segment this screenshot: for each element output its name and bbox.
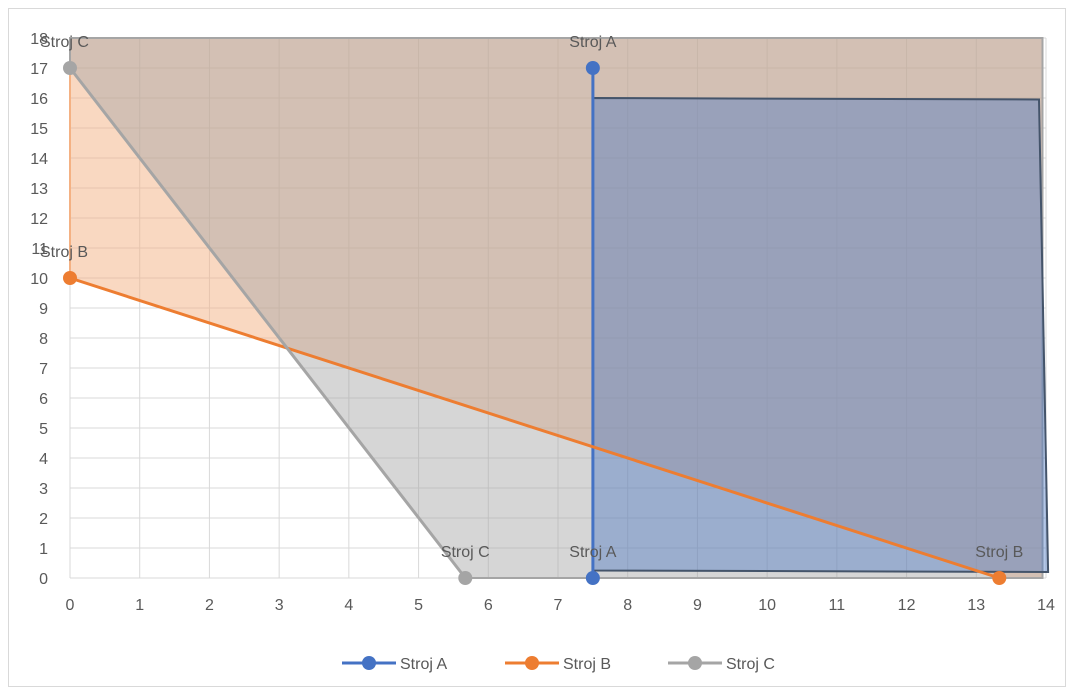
- x-tick-label-3: 3: [275, 597, 284, 614]
- y-tick-label-7: 7: [39, 361, 48, 378]
- legend-marker-stroj-c: [688, 656, 702, 670]
- point-label-stroj-a-0: Stroj A: [569, 34, 616, 51]
- y-tick-label-16: 16: [30, 91, 48, 108]
- series-line-stroj-b: [69, 276, 1000, 580]
- y-tick-label-9: 9: [39, 301, 48, 318]
- y-tick-label-10: 10: [30, 271, 48, 288]
- legend-marker-stroj-b: [525, 656, 539, 670]
- x-tick-label-0: 0: [66, 597, 75, 614]
- x-tick-label-5: 5: [414, 597, 423, 614]
- axis-ticks: 0 1 2 3 4 5 6 7 8 9 10 11 12 13 1401234567891011121314…: [30, 31, 1055, 614]
- y-tick-label-1: 1: [39, 541, 48, 558]
- x-tick-label-7: 7: [554, 597, 563, 614]
- y-tick-label-11: 11: [31, 241, 48, 258]
- x-tick-label-4: 4: [344, 597, 353, 614]
- x-tick-label-2: 2: [205, 597, 214, 614]
- y-tick-label-12: 12: [30, 211, 48, 228]
- y-tick-label-5: 5: [39, 421, 48, 438]
- point-stroj-c-1: [458, 571, 473, 585]
- point-label-stroj-c-0: Stroj C: [40, 34, 89, 51]
- x-tick-label-10: 10: [758, 597, 776, 614]
- legend: Stroj A Stroj B Stroj C: [342, 656, 775, 673]
- x-tick-label-13: 13: [967, 597, 985, 614]
- point-label-stroj-a-1: Stroj A: [569, 544, 616, 561]
- y-tick-label-6: 6: [39, 391, 48, 408]
- series-points: [63, 61, 1007, 585]
- y-tick-label-15: 15: [30, 121, 48, 138]
- y-tick-label-0: 0: [39, 571, 48, 588]
- point-label-stroj-b-1: Stroj B: [975, 544, 1023, 561]
- x-tick-label-11: 11: [829, 597, 846, 614]
- legend-label-stroj-a: Stroj A: [400, 656, 447, 673]
- x-tick-label-14: 14: [1037, 597, 1055, 614]
- series-line-stroj-c: [68, 67, 467, 579]
- series-lines: [68, 67, 1000, 580]
- x-tick-label-1: 1: [135, 597, 144, 614]
- x-tick-label-6: 6: [484, 597, 493, 614]
- point-stroj-b-1: [992, 571, 1007, 585]
- y-tick-label-8: 8: [39, 331, 48, 348]
- y-tick-label-2: 2: [39, 511, 48, 528]
- y-tick-label-4: 4: [39, 451, 48, 468]
- legend-marker-stroj-a: [362, 656, 376, 670]
- x-tick-label-9: 9: [693, 597, 702, 614]
- point-label-stroj-c-1: Stroj C: [441, 544, 490, 561]
- feasible-regions: [69, 37, 1050, 579]
- y-tick-label-17: 17: [30, 61, 48, 78]
- point-stroj-b-0: [63, 271, 77, 285]
- point-stroj-c-0: [63, 61, 77, 75]
- x-tick-label-8: 8: [623, 597, 632, 614]
- y-tick-label-13: 13: [30, 181, 48, 198]
- point-stroj-a-1: [585, 571, 600, 585]
- legend-label-stroj-b: Stroj B: [563, 656, 611, 673]
- point-stroj-a-0: [585, 61, 600, 75]
- point-label-stroj-b-0: Stroj B: [40, 244, 88, 261]
- region-stroj-a: [591, 96, 1050, 574]
- y-tick-label-3: 3: [39, 481, 48, 498]
- y-tick-label-18: 18: [30, 31, 48, 48]
- legend-label-stroj-c: Stroj C: [726, 656, 775, 673]
- point-labels: Stroj A Stroj A Stroj B Stroj B Stroj C Stroj…: [40, 34, 1023, 561]
- x-tick-label-12: 12: [898, 597, 916, 614]
- y-tick-label-14: 14: [30, 151, 48, 168]
